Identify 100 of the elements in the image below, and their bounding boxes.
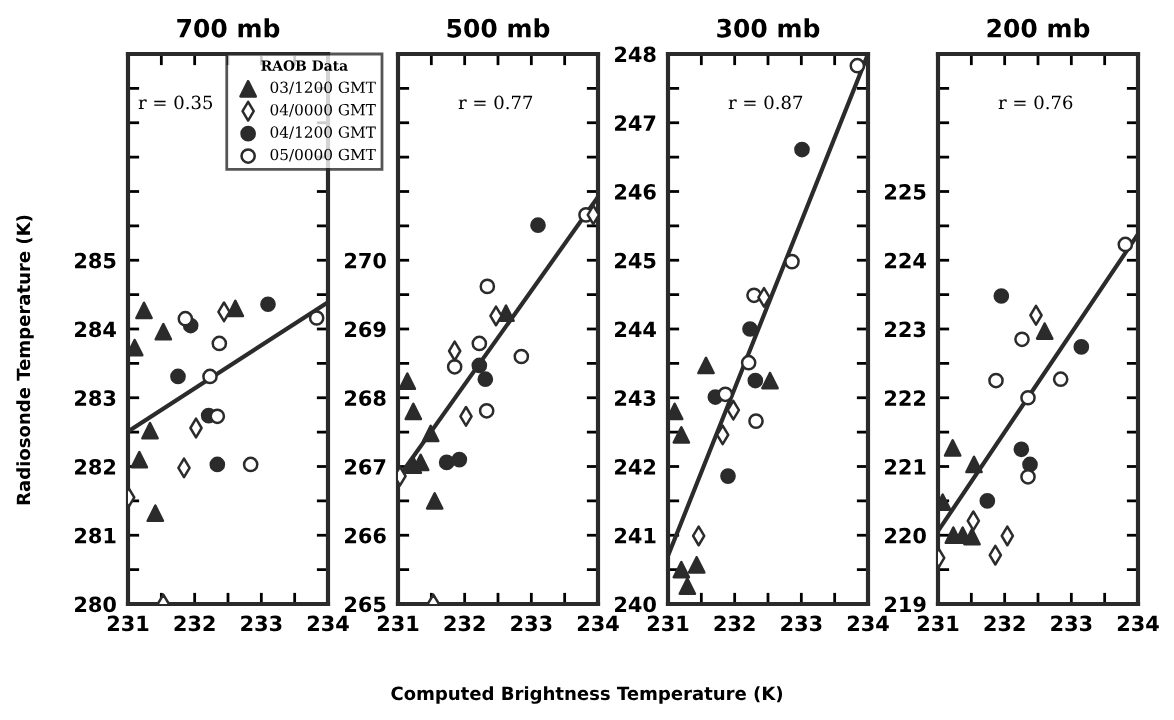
point: [747, 372, 764, 389]
point: [135, 301, 153, 320]
x-axis-title: Computed Brightness Temperature (K): [391, 686, 783, 704]
y-tick-label: 280: [75, 596, 116, 613]
y-tick-label: 285: [75, 252, 116, 269]
point: [672, 560, 691, 579]
chart-title: 300 mb: [717, 18, 820, 38]
x-tick-label: 232: [444, 615, 485, 632]
y-tick-label: 242: [615, 458, 656, 475]
y-tick-label: 244: [615, 321, 656, 337]
point: [965, 455, 983, 474]
point: [988, 372, 1004, 389]
point: [1073, 339, 1090, 355]
point: [421, 424, 440, 443]
y-tick-label: 265: [345, 596, 386, 613]
point: [794, 141, 810, 158]
point: [226, 299, 245, 318]
y-tick-label: 243: [615, 390, 656, 406]
point: [697, 356, 715, 375]
point: [438, 454, 455, 471]
point: [1014, 331, 1030, 348]
point: [170, 368, 186, 385]
x-tick-label: 232: [174, 615, 215, 632]
chart-title: 500 mb: [447, 18, 550, 38]
point: [993, 288, 1010, 304]
point: [209, 456, 226, 473]
point: [963, 527, 981, 546]
point: [202, 368, 218, 385]
x-tick-label: 232: [714, 615, 755, 632]
y-tick-label: 266: [345, 527, 386, 544]
x-tick-label: 233: [241, 615, 282, 632]
point: [130, 450, 149, 469]
y-tick-label: 284: [75, 321, 116, 338]
legend-label: 04/0000 GMT: [270, 103, 376, 117]
point: [471, 335, 488, 352]
x-tick-label: 234: [307, 615, 349, 632]
x-tick-label: 233: [511, 615, 552, 632]
point: [451, 451, 468, 468]
point: [141, 421, 159, 440]
point: [1035, 322, 1054, 340]
point: [1020, 468, 1036, 485]
annotation: r = 0.77: [458, 95, 533, 110]
x-tick-label: 234: [1117, 615, 1159, 632]
y-tick-label: 270: [345, 252, 386, 269]
point: [446, 358, 463, 375]
y-tick-label: 281: [75, 527, 116, 544]
point: [687, 555, 706, 574]
x-tick-label: 231: [647, 615, 689, 632]
point: [479, 278, 496, 295]
point: [720, 468, 736, 484]
point: [308, 310, 325, 326]
annotation: r = 0.35: [138, 95, 213, 110]
x-tick-label: 231: [107, 615, 149, 632]
x-tick-label: 232: [984, 615, 1025, 632]
legend-label: 03/1200 GMT: [270, 81, 376, 95]
y-axis-title: Radiosonde Temperature (K): [16, 215, 34, 505]
point: [979, 493, 996, 509]
point: [672, 426, 691, 444]
point: [1013, 441, 1030, 458]
x-tick-label: 234: [847, 615, 889, 632]
y-tick-label: 267: [345, 458, 386, 475]
y-tick-label: 241: [615, 527, 656, 544]
chart-title: 700 mb: [177, 18, 280, 38]
point: [1022, 456, 1038, 473]
y-tick-label: 225: [885, 183, 926, 200]
point: [943, 439, 962, 457]
point: [717, 386, 734, 403]
point: [740, 354, 757, 371]
x-tick-label: 234: [577, 615, 619, 632]
point: [425, 492, 444, 510]
point: [478, 402, 495, 419]
point: [146, 504, 165, 523]
point: [784, 253, 800, 270]
y-tick-label: 248: [615, 46, 656, 63]
y-tick-label: 220: [885, 527, 926, 544]
point: [242, 456, 259, 473]
point: [471, 357, 488, 374]
x-tick-label: 233: [1051, 615, 1092, 632]
y-tick-label: 223: [885, 321, 926, 338]
point: [177, 310, 194, 327]
legend-label: 04/1200 GMT: [270, 126, 376, 140]
point: [530, 217, 546, 234]
y-tick-label: 246: [615, 183, 656, 200]
x-tick-label: 233: [781, 615, 822, 632]
point: [1117, 236, 1134, 253]
annotation: r = 0.76: [998, 95, 1073, 110]
point: [477, 371, 494, 388]
y-tick-label: 247: [615, 115, 656, 131]
y-tick-label: 245: [615, 252, 656, 269]
point: [1020, 389, 1036, 406]
point: [260, 296, 276, 313]
y-tick-label: 268: [345, 390, 386, 406]
point: [849, 57, 866, 74]
point: [404, 402, 423, 421]
y-tick-label: 240: [615, 596, 656, 613]
point: [748, 413, 764, 429]
point: [761, 371, 779, 390]
legend-title: RAOB Data: [261, 60, 348, 71]
point: [742, 321, 758, 337]
point: [154, 322, 173, 341]
